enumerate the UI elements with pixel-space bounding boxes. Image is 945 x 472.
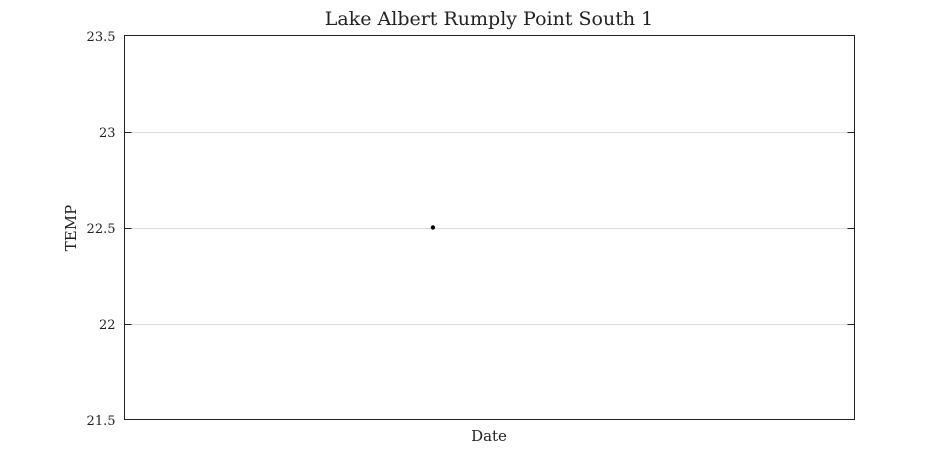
y-axis-label: TEMP — [62, 205, 80, 251]
y-axis-ticks: 21.5 22 22.5 23 23.5 — [87, 30, 855, 429]
x-axis-label: Date — [471, 427, 507, 445]
chart-title: Lake Albert Rumply Point South 1 — [325, 8, 653, 30]
y-tick-label: 22 — [99, 318, 116, 333]
data-point — [430, 225, 436, 230]
y-tick-label: 23.5 — [87, 30, 116, 45]
y-tick-label: 21.5 — [87, 414, 116, 429]
grid-lines — [124, 132, 855, 325]
y-tick-label: 22.5 — [87, 222, 116, 237]
plot-area-frame — [124, 35, 855, 420]
data-points — [430, 225, 436, 230]
y-tick-label: 23 — [99, 126, 116, 141]
